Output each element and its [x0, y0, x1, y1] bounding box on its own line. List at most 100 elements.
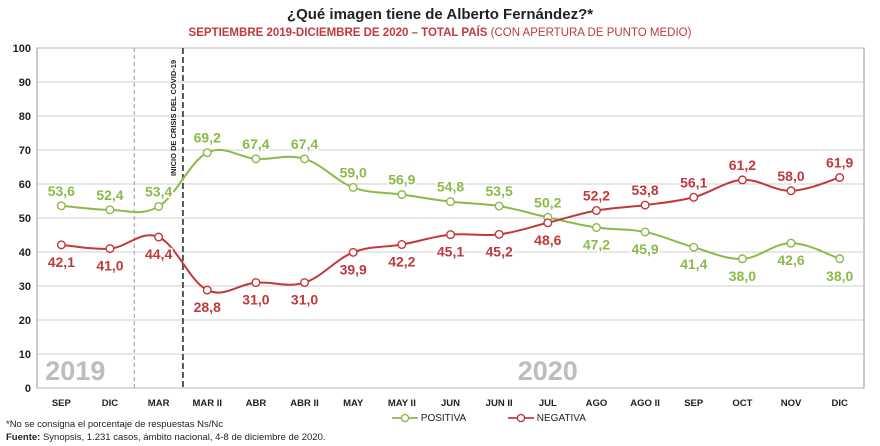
chart-subtitle: SEPTIEMBRE 2019-DICIEMBRE DE 2020 – TOTA…: [0, 27, 880, 39]
x-tick-label: MAR: [148, 398, 170, 409]
y-tick-label: 30: [19, 281, 31, 293]
x-tick-label: JUN II: [486, 398, 513, 409]
data-point-positiva: [494, 201, 504, 211]
data-point-negativa: [591, 206, 601, 216]
data-label-positiva: 50,2: [534, 194, 561, 210]
data-label-positiva: 42,6: [777, 252, 804, 268]
y-tick-label: 40: [19, 247, 31, 259]
legend-negativa-swatch: [508, 414, 534, 423]
data-point-negativa: [251, 278, 261, 288]
y-tick-label: 10: [19, 349, 31, 361]
x-tick-label: DIC: [102, 398, 119, 409]
x-tick-label: NOV: [781, 398, 802, 409]
x-tick-label: JUL: [539, 398, 557, 409]
covid-annotation: INICIO DE CRISIS DEL COVID-19: [169, 60, 178, 176]
data-label-negativa: 45,2: [486, 243, 513, 259]
data-point-negativa: [300, 278, 310, 288]
footnote: *No se consigna el porcentaje de respues…: [6, 419, 224, 430]
data-label-positiva: 52,4: [96, 187, 123, 203]
year-label-2019: 2019: [45, 356, 105, 386]
data-point-negativa: [348, 247, 358, 257]
y-tick-label: 20: [19, 315, 31, 327]
data-label-negativa: 56,1: [680, 174, 707, 190]
data-label-negativa: 48,6: [534, 232, 561, 248]
data-point-positiva: [251, 154, 261, 164]
source-note: Fuente: Synopsis, 1.231 casos, ámbito na…: [6, 432, 326, 443]
data-point-positiva: [640, 227, 650, 237]
grid-layer: [36, 47, 865, 389]
series-lines: [56, 148, 845, 295]
data-point-negativa: [202, 285, 212, 295]
data-point-negativa: [786, 186, 796, 196]
data-label-positiva: 45,9: [631, 241, 658, 257]
source-label: Fuente:: [6, 432, 41, 443]
x-tick-label: SEP: [684, 398, 704, 409]
data-point-positiva: [786, 238, 796, 248]
data-label-positiva: 59,0: [340, 164, 367, 180]
y-tick-label: 100: [13, 43, 31, 55]
data-label-positiva: 38,0: [826, 268, 853, 284]
x-tick-label: AGO: [586, 398, 608, 409]
data-point-positiva: [397, 190, 407, 200]
data-label-negativa: 39,9: [340, 261, 367, 277]
source-text: Synopsis, 1.231 casos, ámbito nacional, …: [42, 432, 326, 443]
data-point-positiva: [348, 182, 358, 192]
legend-negativa-label: NEGATIVA: [536, 413, 586, 424]
x-tick-label: ABR II: [290, 398, 319, 409]
year-labels: 2019 2020: [45, 356, 578, 386]
data-label-negativa: 61,9: [826, 155, 853, 171]
legend-positiva-swatch: [392, 414, 418, 423]
x-tick-label: ABR: [246, 398, 267, 409]
y-tick-label: 70: [19, 145, 31, 157]
data-point-negativa: [689, 192, 699, 202]
data-label-negativa: 31,0: [242, 292, 269, 308]
data-point-positiva: [56, 201, 66, 211]
data-point-negativa: [640, 200, 650, 210]
data-label-positiva: 67,4: [242, 136, 269, 152]
data-label-positiva: 53,4: [145, 183, 172, 199]
axis-labels: 0 10 20 30 40 50 60 70 80 90 100 SEP DIC MAR MAR II ABR…: [13, 43, 848, 409]
y-tick-label: 90: [19, 77, 31, 89]
y-tick-label: 50: [19, 213, 31, 225]
data-label-negativa: 52,2: [583, 188, 610, 204]
data-label-positiva: 47,2: [583, 237, 610, 253]
data-point-negativa: [105, 244, 115, 254]
data-point-positiva: [835, 254, 845, 264]
data-point-positiva: [202, 148, 212, 158]
x-tick-label: SEP: [52, 398, 72, 409]
subtitle-main: SEPTIEMBRE 2019-DICIEMBRE DE 2020 – TOTA…: [188, 27, 488, 39]
x-tick-label: MAY II: [388, 398, 416, 409]
covid-divider-layer: INICIO DE CRISIS DEL COVID-19: [133, 48, 184, 388]
data-point-positiva: [591, 223, 601, 233]
data-label-positiva: 41,4: [680, 256, 707, 272]
y-tick-label: 80: [19, 111, 31, 123]
data-point-positiva: [689, 242, 699, 252]
data-point-positiva: [154, 201, 164, 211]
data-label-positiva: 67,4: [291, 136, 318, 152]
data-label-positiva: 53,6: [48, 183, 75, 199]
data-point-positiva: [105, 205, 115, 215]
data-labels: 53,6 52,4 53,4 69,2 67,4 67,4 59,0 56,9 54,8 53,5…: [46, 128, 855, 317]
data-label-positiva: 53,5: [486, 183, 513, 199]
y-tick-label: 60: [19, 179, 31, 191]
data-label-negativa: 58,0: [777, 168, 804, 184]
legend-negativa: NEGATIVA: [508, 413, 586, 424]
subtitle-extra: (CON APERTURA DE PUNTO MEDIO): [490, 27, 692, 39]
data-point-positiva: [300, 154, 310, 164]
data-label-negativa: 42,2: [388, 254, 415, 270]
data-point-negativa: [835, 173, 845, 183]
line-chart: INICIO DE CRISIS DEL COVID-19 2019 2020 5…: [13, 43, 865, 409]
x-tick-label: JUN: [441, 398, 460, 409]
data-label-positiva: 38,0: [729, 268, 756, 284]
data-point-negativa: [397, 240, 407, 250]
data-label-negativa: 31,0: [291, 292, 318, 308]
chart-title: ¿Qué imagen tiene de Alberto Fernández?*: [286, 6, 594, 23]
data-label-negativa: 28,8: [194, 299, 221, 315]
data-label-negativa: 45,1: [437, 244, 464, 260]
data-point-negativa: [154, 232, 164, 242]
data-point-negativa: [494, 229, 504, 239]
data-label-positiva: 56,9: [388, 172, 415, 188]
legend-positiva-label: POSITIVA: [420, 413, 467, 424]
data-label-positiva: 69,2: [194, 130, 221, 146]
x-tick-label: AGO II: [630, 398, 660, 409]
